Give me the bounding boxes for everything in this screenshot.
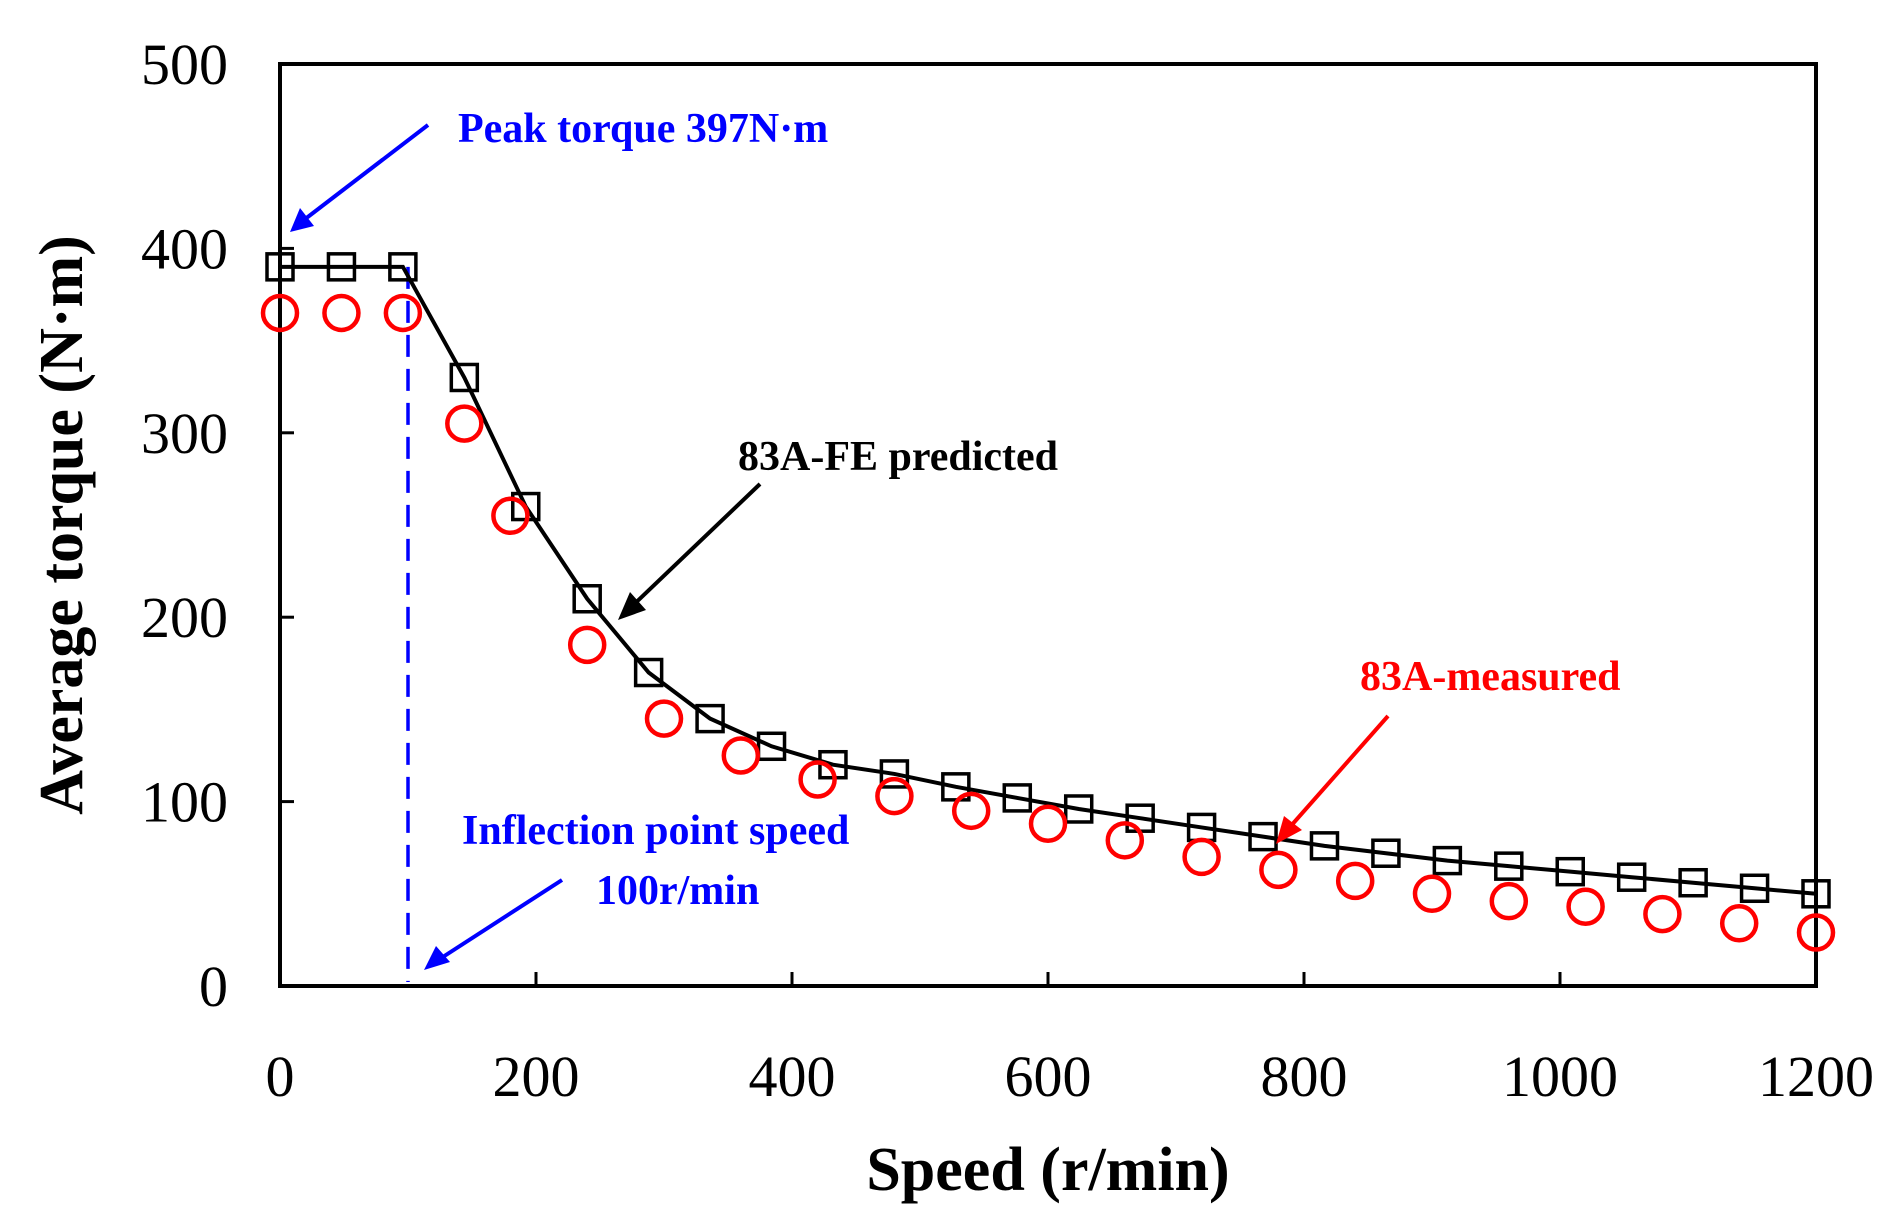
measured-marker (1028, 804, 1068, 843)
measured-arrow (1280, 714, 1390, 838)
measured-marker (721, 736, 761, 775)
fe-predicted-marker (756, 731, 787, 762)
x-tick-label: 1000 (1502, 1044, 1618, 1109)
x-tick-label: 200 (493, 1044, 580, 1109)
measured-marker (491, 496, 530, 536)
measured-marker (1643, 894, 1682, 934)
fe-predicted-marker (1063, 794, 1094, 824)
measured-marker (1105, 821, 1145, 860)
fe-predicted-marker (1248, 821, 1278, 852)
inflection-arrow (430, 878, 564, 966)
fe-predicted-marker (1801, 879, 1831, 909)
annotation-inflection-speed: Inflection point speed (462, 808, 849, 854)
y-tick-label: 500 (141, 32, 228, 97)
x-tick-label: 1200 (1758, 1044, 1874, 1109)
fe-predicted-line (280, 264, 1817, 896)
fe-predicted-marker (449, 362, 480, 393)
measured-marker (567, 625, 607, 665)
measured-marker (322, 293, 361, 333)
measured-marker (260, 293, 300, 333)
measured-marker (1259, 850, 1298, 890)
annotation-inflection-value: 100r/min (596, 868, 759, 914)
measured-marker (1182, 837, 1221, 877)
fe-predicted-marker (1739, 873, 1770, 904)
fe-predicted-marker (572, 584, 602, 614)
fe-predicted-marker (388, 252, 418, 282)
fe-predicted-marker (1371, 838, 1401, 868)
measured-marker (1719, 904, 1759, 943)
measured-arrowhead (1276, 816, 1302, 844)
fe-predicted-marker (1432, 845, 1463, 876)
series-group (260, 252, 1836, 952)
measured-marker (1566, 887, 1605, 926)
fe-predicted-marker (326, 252, 357, 282)
measured-marker (1335, 861, 1375, 901)
y-tick-label: 300 (141, 401, 228, 466)
fe-predicted-marker (879, 759, 910, 789)
x-tick-label: 800 (1261, 1044, 1348, 1109)
y-tick-label: 0 (199, 954, 228, 1019)
x-tick-label: 600 (1005, 1044, 1092, 1109)
axis-ticks: 0 200 400 600 800 1000 1200 0 100 200 300 400 500 (141, 32, 1874, 1109)
fe-predicted-marker (633, 657, 664, 688)
measured-marker (644, 699, 684, 738)
fe-predicted-marker (1494, 851, 1524, 881)
fe-predicted-marker (265, 252, 295, 282)
measured-marker (1412, 874, 1452, 914)
y-tick-label: 100 (141, 770, 228, 835)
peak-torque-arrowhead (290, 208, 314, 232)
x-tick-label: 0 (266, 1044, 295, 1109)
y-tick-label: 400 (141, 216, 228, 281)
fe-predicted-marker (1616, 862, 1647, 892)
y-axis-title: Average torque (N·m) (28, 235, 96, 815)
fe-predicted-marker (1555, 856, 1585, 887)
measured-marker (951, 791, 991, 831)
x-axis-title: Speed (r/min) (866, 1136, 1229, 1204)
annotation-peak-torque: Peak torque 397N·m (458, 106, 828, 152)
measured-marker (875, 776, 914, 816)
measured-marker (1796, 913, 1836, 952)
measured-marker (1489, 881, 1529, 921)
inflection-arrowhead (424, 946, 450, 970)
measured-marker (383, 293, 423, 333)
fe-predicted-marker (1002, 783, 1033, 813)
annotation-measured: 83A-measured (1360, 654, 1621, 700)
fe-predicted-marker (695, 703, 725, 734)
y-tick-label: 200 (141, 585, 228, 650)
fe-predicted-arrowhead (618, 592, 646, 620)
fe-predicted-marker (1678, 867, 1708, 898)
annotation-fe-predicted: 83A-FE predicted (738, 434, 1058, 480)
x-tick-label: 400 (749, 1044, 836, 1109)
measured-marker (445, 404, 484, 443)
measured-marker (798, 760, 837, 799)
fe-predicted-marker (1309, 831, 1340, 861)
peak-torque-arrow (294, 123, 430, 228)
fe-predicted-arrow (624, 482, 762, 614)
